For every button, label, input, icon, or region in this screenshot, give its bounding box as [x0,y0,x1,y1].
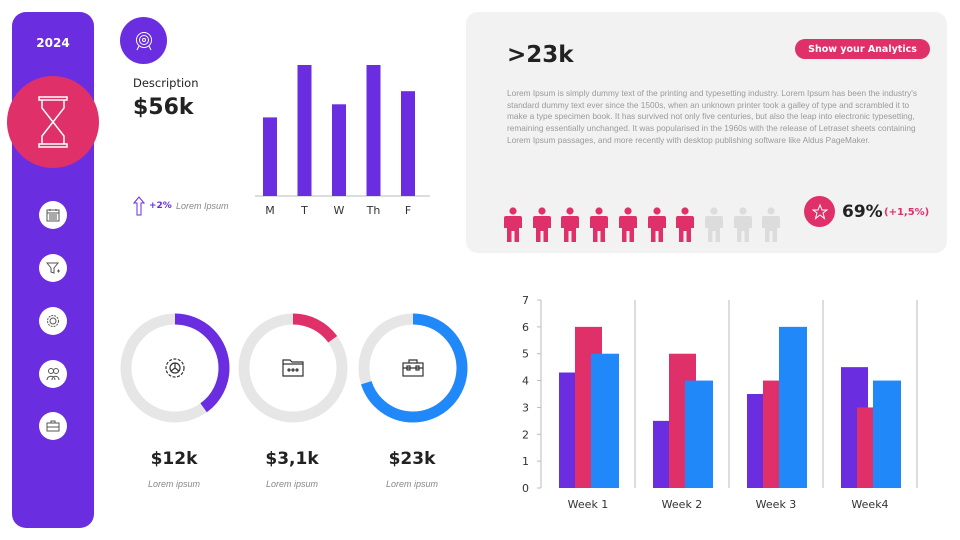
bar-T [297,65,312,196]
percent-value: 69% [842,202,883,222]
person-icon [647,207,667,243]
ring-progress [238,313,348,423]
ring-progress [120,313,230,423]
briefcase-icon[interactable] [39,412,67,440]
person-icon [618,207,638,243]
ring-value: $12k [150,449,198,469]
star-icon [804,196,835,227]
x-tick-label: Week4 [851,498,888,511]
bar-week4-series3 [873,380,901,488]
filter-icon[interactable] [39,254,67,282]
ring-label: Lorem ipsum [385,479,439,489]
summary-change: +2% [149,201,172,211]
y-tick-label: 7 [522,294,529,307]
x-tick-label: T [300,204,308,217]
x-tick-label: M [265,204,275,217]
summary-value: $56k [133,95,194,120]
person-icon [675,207,695,243]
bar-week2-series3 [685,380,713,488]
bar-week1-series3 [591,353,619,488]
gear-icon[interactable] [39,307,67,335]
bar-week3-series3 [779,326,807,488]
x-tick-label: W [334,204,345,217]
person-icon [733,207,753,243]
bar-Th [366,65,381,196]
person-icon [704,207,724,243]
year-label: 2024 [36,36,70,50]
y-tick-label: 1 [522,455,529,468]
percent-change: (+1,5%) [884,207,930,218]
calendar-icon[interactable] [39,201,67,229]
analytics-panel: >23k Show your Analytics Lorem Ipsum is … [466,12,947,253]
x-tick-label: Week 2 [662,498,703,511]
weekly-bar-chart: 0 1 2 3 4 5 6 7 Week 1 Week 2 Week 3 Week4 [522,294,918,511]
progress-ring [237,312,349,424]
ring-value: $3,1k [265,449,319,469]
progress-ring [357,312,469,424]
y-tick-label: 3 [522,401,529,414]
y-tick-label: 4 [522,375,529,388]
folder-icon [282,359,304,377]
bar-F [401,91,415,196]
target-icon [120,17,167,64]
summary-label: Description [133,76,199,90]
person-icon [503,207,523,243]
ring-label: Lorem ipsum [147,479,201,489]
x-tick-label: F [405,204,411,217]
briefcase-icon [402,359,424,377]
bar-M [263,117,277,196]
sidebar: 2024 [7,12,99,528]
up-arrow-icon [132,196,146,220]
ring-progress [358,313,468,423]
progress-ring [119,312,231,424]
y-tick-label: 5 [522,348,529,361]
summary-change-label: Lorem Ipsum [176,201,229,211]
person-icon [761,207,781,243]
daily-bar-chart: M T W Th F [255,65,430,217]
ring-label: Lorem ipsum [265,479,319,489]
x-tick-label: Th [366,204,381,217]
users-icon[interactable] [39,360,67,388]
y-tick-label: 0 [522,482,529,495]
ring-value: $23k [388,449,436,469]
show-analytics-button[interactable]: Show your Analytics [795,39,930,59]
person-icon [589,207,609,243]
hourglass-icon[interactable] [7,76,99,168]
x-tick-label: Week 1 [568,498,609,511]
y-tick-label: 2 [522,428,529,441]
person-icon [560,207,580,243]
gear-icon [165,358,185,378]
person-icon [532,207,552,243]
panel-headline: >23k [507,42,574,68]
panel-body-text: Lorem Ipsum is simply dummy text of the … [507,88,918,145]
x-tick-label: Week 3 [756,498,797,511]
bar-W [332,104,346,196]
y-tick-label: 6 [522,321,529,334]
